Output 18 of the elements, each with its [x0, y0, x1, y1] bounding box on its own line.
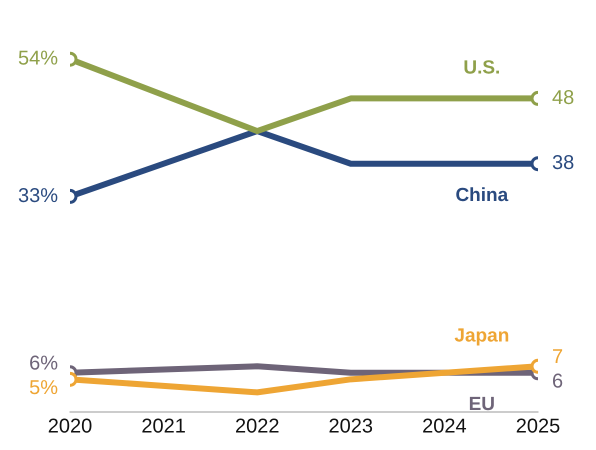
x-tick-label: 2025: [516, 416, 560, 438]
data-label: 54%: [18, 48, 58, 70]
series-label: Japan: [454, 326, 510, 346]
data-label: 6%: [29, 352, 58, 374]
data-label: 48: [552, 86, 574, 109]
x-tick-label: 2020: [48, 416, 92, 438]
x-tick-label: 2021: [141, 416, 186, 438]
data-label: 7: [552, 346, 564, 368]
data-label: 33%: [18, 184, 58, 207]
x-tick-label: 2022: [234, 416, 280, 438]
data-label: 38: [552, 152, 574, 174]
series-label: U.S.: [463, 58, 500, 79]
x-tick-label: 2024: [422, 416, 467, 438]
x-tick-label: 2023: [328, 416, 374, 438]
data-label: 6: [552, 370, 564, 392]
data-label: 5%: [29, 376, 58, 399]
series-label: China: [455, 184, 509, 206]
series-label: EU: [468, 394, 496, 416]
